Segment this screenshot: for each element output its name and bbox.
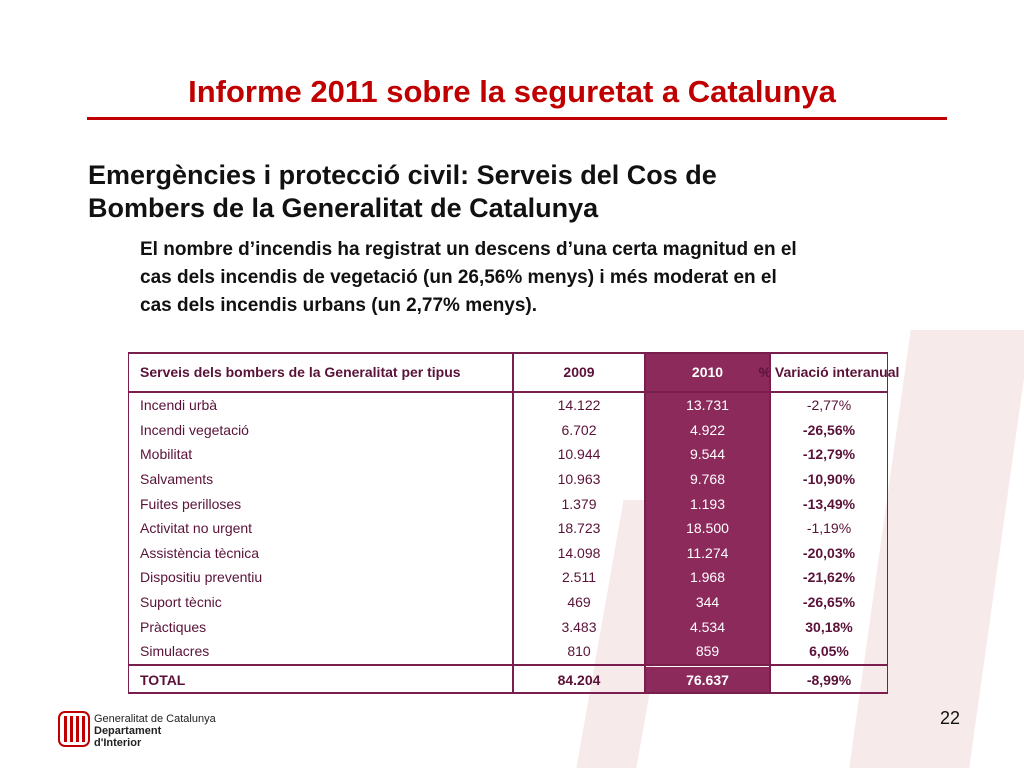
table-cell: Activitat no urgent (140, 520, 253, 537)
table-cell: 2010 (645, 352, 770, 391)
table-cell: 859 (645, 639, 770, 664)
table-cell: 9.544 (645, 442, 770, 467)
table-cell: Salvaments (140, 471, 214, 488)
table-cell: -1,19% (806, 520, 852, 537)
table-cell: Suport tècnic (140, 594, 222, 611)
table-cell: 9.768 (645, 466, 770, 492)
table-cell: 344 (645, 589, 770, 615)
logo-text: Departament (94, 725, 162, 737)
table-cell: 810 (567, 643, 591, 660)
table-cell: Simulacres (140, 643, 210, 660)
table-cell: 10.944 (557, 446, 601, 463)
paragraph: El nombre d’incendis ha registrat un des… (140, 239, 797, 260)
table-cell: 84.204 (557, 672, 601, 689)
table-rule (128, 352, 129, 694)
table-rule (128, 391, 888, 393)
table-cell: 14.122 (557, 397, 601, 414)
page-number: 22 (940, 708, 961, 728)
table-cell: 1.968 (645, 565, 770, 590)
logo-text: Generalitat de Catalunya (94, 713, 216, 725)
table-cell: Assistència tècnica (140, 544, 260, 561)
table-cell: Serveis dels bombers de la Generalitat p… (140, 363, 461, 380)
table-cell: 6,05% (809, 643, 849, 660)
table-cell: -20,03% (802, 544, 856, 561)
table-cell: Incendi urbà (140, 397, 218, 414)
table-cell: -21,62% (802, 569, 856, 586)
table-cell: 2009 (563, 363, 595, 380)
title-rule (87, 117, 947, 120)
table-cell: 30,18% (805, 618, 853, 635)
table-rule (128, 692, 888, 694)
slide-title: Informe 2011 sobre la seguretat a Catalu… (188, 74, 836, 109)
table-cell: 14.098 (557, 544, 601, 561)
table-cell: 76.637 (645, 666, 770, 694)
table-cell: -2,77% (806, 397, 852, 414)
table-cell: 1.379 (561, 495, 597, 512)
table-cell: 11.274 (645, 540, 770, 566)
table-cell: 6.702 (561, 421, 597, 438)
table-cell: 18.500 (645, 516, 770, 541)
table-rule (512, 352, 514, 694)
table-cell: -26,56% (802, 421, 856, 438)
subtitle: Bombers de la Generalitat de Catalunya (88, 193, 599, 223)
table-rule (128, 352, 888, 354)
paragraph: cas dels incendis urbans (un 2,77% menys… (140, 295, 538, 316)
logo-text: d'Interior (94, 737, 142, 749)
table-cell: -10,90% (802, 471, 856, 488)
table-cell: Fuites perilloses (140, 495, 242, 512)
table-cell: % Variació interanual (758, 363, 900, 380)
table: Serveis dels bombers de la Generalitat p… (128, 352, 900, 694)
table-cell: 3.483 (561, 618, 597, 635)
table-cell: 1.193 (645, 491, 770, 516)
table-cell: 469 (567, 594, 591, 611)
table-cell: -13,49% (802, 495, 856, 512)
subtitle: Emergències i protecció civil: Serveis d… (88, 160, 717, 190)
table-cell: 18.723 (557, 520, 601, 537)
paragraph: cas dels incendis de vegetació (un 26,56… (140, 267, 777, 288)
table-cell: -8,99% (806, 672, 852, 689)
logo-icon (58, 711, 90, 747)
table-cell: Mobilitat (140, 446, 193, 463)
table-rule (128, 663, 888, 666)
table-cell: 4.922 (645, 417, 770, 443)
table-cell: 10.963 (557, 471, 601, 488)
table-cell: 13.731 (645, 393, 770, 418)
table-rule (644, 352, 646, 694)
table-cell: Incendi vegetació (140, 421, 249, 438)
table-cell: -26,65% (802, 594, 856, 611)
table-cell: Pràctiques (140, 618, 207, 635)
table-rule (887, 352, 888, 694)
table-cell: TOTAL (140, 672, 186, 689)
table-cell: -12,79% (802, 446, 856, 463)
table-cell: 4.534 (645, 614, 770, 639)
table-rule (769, 352, 771, 694)
table-cell: Dispositiu preventiu (140, 569, 263, 586)
table-cell: 2.511 (562, 569, 596, 586)
